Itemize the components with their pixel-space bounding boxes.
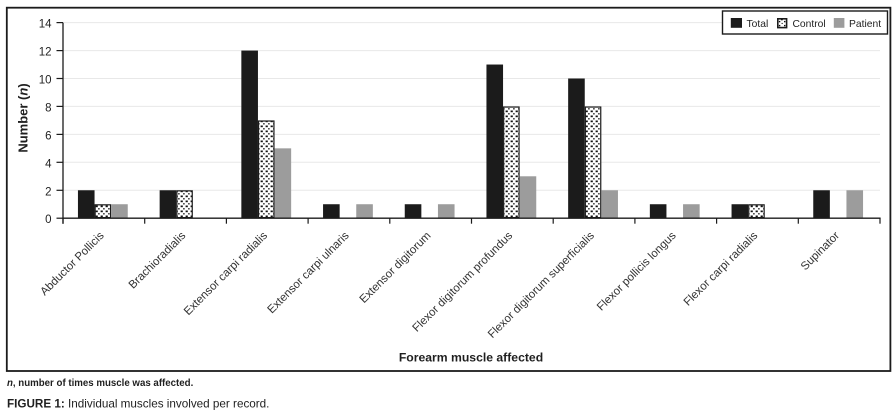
svg-text:Number (n): Number (n)	[16, 83, 31, 152]
svg-text:8: 8	[45, 102, 51, 114]
svg-text:14: 14	[39, 19, 52, 31]
svg-text:FIGURE 1: Individual muscles i: FIGURE 1: Individual muscles involved pe…	[7, 398, 269, 411]
svg-text:6: 6	[45, 130, 51, 142]
svg-text:Total: Total	[747, 19, 769, 30]
svg-text:0: 0	[45, 214, 51, 226]
svg-text:n, number of times muscle was: n, number of times muscle was affected.	[7, 378, 194, 389]
svg-text:2: 2	[45, 186, 51, 198]
svg-text:Forearm muscle affected: Forearm muscle affected	[399, 351, 543, 365]
svg-text:Patient: Patient	[849, 19, 881, 30]
svg-text:4: 4	[45, 158, 52, 170]
svg-text:10: 10	[39, 75, 52, 87]
svg-text:12: 12	[39, 47, 52, 59]
svg-text:Control: Control	[793, 19, 826, 30]
